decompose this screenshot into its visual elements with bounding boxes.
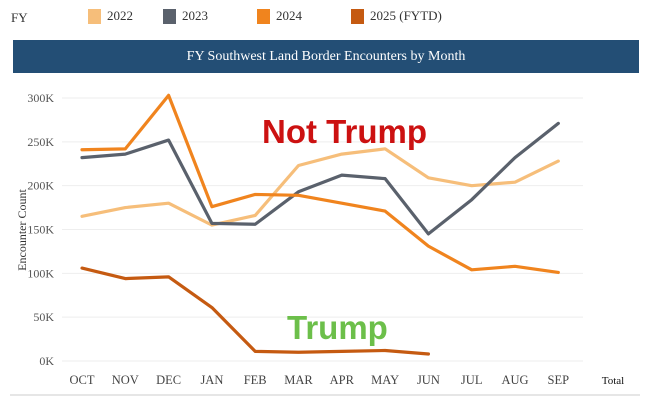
legend: FY 2022 2023 2024 2025 (FYTD)	[0, 8, 667, 28]
y-axis-label: Encounter Count	[15, 189, 29, 271]
y-tick-label: 0K	[39, 354, 54, 368]
x-tick-label: FEB	[244, 373, 267, 387]
x-tick-label: JUN	[417, 373, 440, 387]
series-line-2023[interactable]	[80, 121, 560, 236]
x-tick-label: MAR	[284, 373, 313, 387]
total-column-label: Total	[602, 375, 624, 387]
x-tick-label: APR	[330, 373, 355, 387]
y-tick-label: 100K	[27, 266, 54, 280]
y-tick-label: 250K	[27, 135, 54, 149]
legend-swatch	[88, 8, 101, 24]
chart-title: FY Southwest Land Border Encounters by M…	[186, 48, 466, 64]
x-tick-label: OCT	[70, 373, 95, 387]
series-line-2024[interactable]	[80, 93, 560, 275]
y-tick-label: 150K	[27, 223, 54, 237]
series-line-2025[interactable]	[80, 266, 430, 356]
legend-swatch	[257, 8, 270, 24]
x-tick-label: DEC	[156, 373, 181, 387]
y-tick-label: 50K	[33, 310, 54, 324]
legend-item-2022[interactable]: 2022	[88, 8, 133, 24]
x-tick-label: SEP	[548, 373, 570, 387]
y-tick-label: 200K	[27, 179, 54, 193]
annotation-not-trump: Not Trump	[262, 113, 427, 150]
x-tick-label: JAN	[200, 373, 223, 387]
chart-title-bar: FY Southwest Land Border Encounters by M…	[13, 40, 639, 73]
legend-item-2024[interactable]: 2024	[257, 8, 302, 24]
series-line-2022[interactable]	[80, 147, 560, 227]
y-tick-label: 300K	[27, 91, 54, 105]
x-tick-label: JUL	[461, 373, 483, 387]
x-tick-label: MAY	[371, 373, 399, 387]
legend-item-2023[interactable]: 2023	[163, 8, 208, 24]
legend-swatch	[163, 8, 176, 24]
legend-item-2025[interactable]: 2025 (FYTD)	[351, 8, 442, 24]
legend-title: FY	[11, 10, 28, 25]
x-tick-label: AUG	[501, 373, 528, 387]
x-tick-label: NOV	[112, 373, 139, 387]
legend-swatch	[351, 8, 364, 24]
annotation-trump: Trump	[287, 309, 388, 346]
